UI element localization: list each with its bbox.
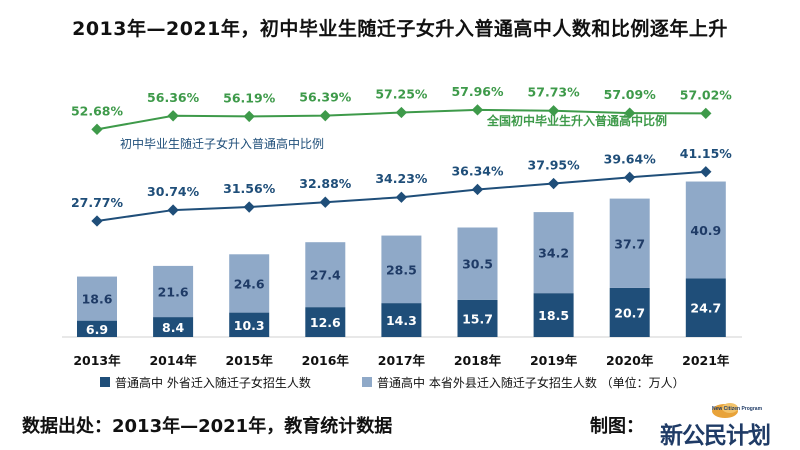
line-value-label: 30.74% <box>147 184 200 199</box>
bar-value-label: 12.6 <box>310 315 341 330</box>
bar-segment-s1-7 <box>609 198 650 288</box>
x-tick-label: 2017年 <box>378 353 426 368</box>
x-tick-label: 2020年 <box>606 353 654 368</box>
bar-segment-s1-0 <box>77 276 117 321</box>
bar-segment-s0-2 <box>229 312 270 337</box>
bar-value-label: 37.7 <box>614 236 645 251</box>
bar-value-label: 34.2 <box>538 246 569 261</box>
line-point-1-4 <box>395 191 408 203</box>
bar-segment-s1-3 <box>305 242 346 308</box>
line-point-1-3 <box>319 196 331 208</box>
chart-title: 2013年—2021年，初中毕业生随迁子女升入普通高中人数和比例逐年上升 <box>72 18 728 40</box>
x-tick-label: 2013年 <box>73 353 121 368</box>
bar-segment-s0-5 <box>457 299 498 337</box>
line-point-0-0 <box>91 123 103 135</box>
bar-value-label: 21.6 <box>158 284 189 299</box>
line-value-label: 37.95% <box>528 158 581 173</box>
line-value-label: 31.56% <box>223 181 276 196</box>
bar-value-label: 24.7 <box>690 301 721 316</box>
bar-value-label: 18.5 <box>538 308 569 323</box>
bar-value-label: 14.3 <box>386 313 417 328</box>
bar-segment-s1-2 <box>229 254 270 313</box>
line-value-label: 56.39% <box>299 90 352 105</box>
line-value-label: 32.88% <box>299 176 352 191</box>
bar-segment-s0-0 <box>77 320 117 337</box>
x-tick-label: 2016年 <box>302 353 350 368</box>
bar-value-label: 24.6 <box>234 276 265 291</box>
brand-logo: New Citizen Program 新公民计划 <box>660 402 771 449</box>
bar-value-label: 40.9 <box>690 223 721 238</box>
bar-value-label: 18.6 <box>82 292 113 307</box>
x-tick-label: 2014年 <box>149 353 197 368</box>
line-point-1-8 <box>700 166 712 178</box>
line-value-label: 27.77% <box>71 195 124 210</box>
line-point-0-5 <box>471 104 484 116</box>
line-point-1-1 <box>167 204 179 216</box>
logo-subtitle: New Citizen Program <box>712 406 763 412</box>
line-value-label: 57.09% <box>604 87 657 102</box>
line-value-label: 56.19% <box>223 90 276 105</box>
line-annotation-national: 全国初中毕业生升入普通高中比例 <box>486 113 667 128</box>
line-point-0-8 <box>700 107 712 120</box>
line-point-1-6 <box>547 177 560 190</box>
line-value-label: 36.34% <box>451 163 504 178</box>
line-point-1-7 <box>624 171 636 183</box>
line-point-0-2 <box>243 110 255 123</box>
line-value-label: 34.23% <box>375 171 428 186</box>
line-value-label: 57.02% <box>680 87 733 102</box>
line-value-label: 41.15% <box>680 146 733 161</box>
data-source-text: 数据出处：2013年—2021年，教育统计数据 <box>22 416 393 437</box>
line-point-1-0 <box>91 215 103 227</box>
bar-segment-s0-8 <box>685 278 726 337</box>
bar-segment-s0-3 <box>305 307 346 337</box>
legend-label-outer-province: 普通高中 外省迁入随迁子女招生人数 <box>115 375 311 390</box>
line-value-label: 57.73% <box>528 85 581 100</box>
bar-segment-s0-1 <box>153 317 194 337</box>
x-tick-label: 2018年 <box>454 353 502 368</box>
x-tick-label: 2021年 <box>682 353 730 368</box>
bar-segment-s1-1 <box>153 265 194 318</box>
line-value-label: 39.64% <box>604 151 657 166</box>
line-value-label: 57.96% <box>451 84 504 99</box>
bar-segment-s0-4 <box>381 303 422 337</box>
line-point-0-4 <box>395 106 408 119</box>
line-point-0-1 <box>167 110 179 122</box>
line-annotation-migrant: 初中毕业生随迁子女升入普通高中比例 <box>120 136 324 151</box>
bar-segment-s1-8 <box>685 181 726 279</box>
bar-value-label: 10.3 <box>234 318 265 333</box>
line-value-label: 56.36% <box>147 90 200 105</box>
bar-value-label: 20.7 <box>614 305 645 320</box>
line-value-label: 52.68% <box>71 103 124 118</box>
legend-label-inner-province: 普通高中 本省外县迁入随迁子女招生人数 （单位：万人） <box>377 375 685 390</box>
logo-wordmark: 新公民计划 <box>660 422 771 449</box>
bar-segment-s0-7 <box>609 287 650 337</box>
line-point-1-2 <box>243 201 255 213</box>
line-value-label: 57.25% <box>375 87 428 102</box>
bar-segment-s1-4 <box>381 235 422 304</box>
bar-value-label: 27.4 <box>310 268 341 283</box>
bar-segment-s0-6 <box>533 293 574 337</box>
x-tick-label: 2015年 <box>226 353 274 368</box>
line-point-1-5 <box>471 183 484 196</box>
legend-swatch-inner-province <box>362 377 372 387</box>
line-point-0-3 <box>319 110 331 122</box>
credit-label: 制图： <box>590 416 644 437</box>
legend-swatch-outer-province <box>100 377 110 387</box>
bar-value-label: 15.7 <box>462 311 493 326</box>
bar-value-label: 6.9 <box>86 322 108 337</box>
bar-segment-s1-5 <box>457 227 498 300</box>
bar-value-label: 30.5 <box>462 257 493 272</box>
bar-value-label: 28.5 <box>386 262 417 277</box>
mushroom-icon <box>712 403 738 418</box>
bar-segment-s1-6 <box>533 212 574 294</box>
bar-value-label: 8.4 <box>162 320 184 335</box>
x-tick-label: 2019年 <box>530 353 578 368</box>
